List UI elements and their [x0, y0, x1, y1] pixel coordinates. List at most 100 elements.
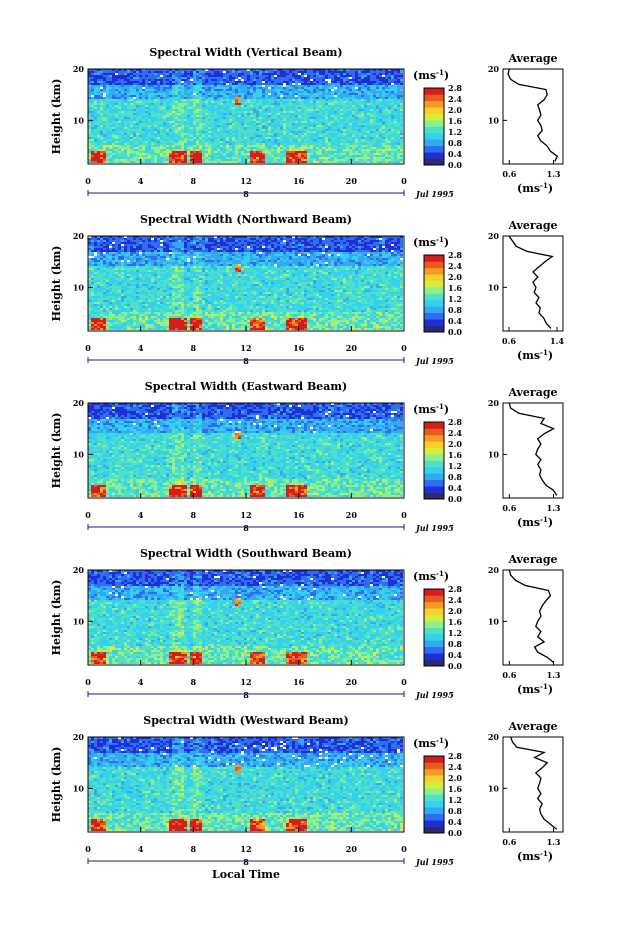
heatmap-cell [298, 99, 301, 101]
heatmap-cell [142, 139, 145, 141]
heatmap-cell [307, 71, 310, 73]
heatmap-cell [391, 103, 394, 105]
heatmap-cell [196, 151, 199, 153]
heatmap-cell [385, 147, 388, 149]
heatmap-cell [394, 125, 397, 127]
heatmap-cell [94, 119, 97, 121]
heatmap-cell [103, 145, 106, 147]
heatmap-cell [154, 77, 157, 79]
heatmap-cell [196, 91, 199, 93]
heatmap-cell [361, 119, 364, 121]
heatmap-cell [271, 119, 274, 121]
heatmap-cell [394, 159, 397, 161]
heatmap-cell [148, 75, 151, 77]
heatmap-cell [319, 129, 322, 131]
heatmap-cell [310, 73, 313, 75]
heatmap-cell [169, 93, 172, 95]
heatmap-cell [133, 135, 136, 137]
heatmap-cell [352, 121, 355, 123]
heatmap-cell [232, 73, 235, 75]
heatmap-cell [121, 79, 124, 81]
colorbar-swatch [424, 126, 444, 134]
heatmap-cell [112, 75, 115, 77]
heatmap-cell [358, 159, 361, 161]
heatmap-cell [301, 129, 304, 131]
heatmap-cell [115, 155, 118, 157]
heatmap-cell [172, 83, 175, 85]
heatmap-cell [202, 161, 205, 163]
heatmap-cell [208, 141, 211, 143]
heatmap-cell [124, 107, 127, 109]
heatmap-cell [127, 141, 130, 143]
heatmap-cell [361, 103, 364, 105]
heatmap-cell [286, 143, 289, 145]
heatmap-cell [220, 145, 223, 147]
heatmap-cell [127, 149, 130, 151]
heatmap-cell [331, 85, 334, 87]
heatmap-cell [379, 111, 382, 113]
heatmap-cell [175, 143, 178, 145]
heatmap-cell [322, 69, 325, 71]
heatmap-cell [142, 147, 145, 149]
heatmap-cell [223, 119, 226, 121]
heatmap-cell [298, 121, 301, 123]
heatmap-cell [253, 105, 256, 107]
heatmap-cell [211, 147, 214, 149]
heatmap-cell [397, 69, 400, 71]
heatmap-cell [247, 77, 250, 79]
heatmap-cell [223, 161, 226, 163]
heatmap-cell [205, 153, 208, 155]
heatmap-cell [400, 101, 403, 103]
heatmap-cell [385, 153, 388, 155]
heatmap-cell [343, 71, 346, 73]
heatmap-cell [340, 131, 343, 133]
heatmap-cell [385, 149, 388, 151]
heatmap-cell [277, 127, 280, 129]
heatmap-cell [220, 105, 223, 107]
heatmap-cell [322, 109, 325, 111]
heatmap-cell [301, 151, 304, 153]
heatmap-cell [343, 119, 346, 121]
heatmap-cell [271, 113, 274, 115]
heatmap-cell [364, 87, 367, 89]
heatmap-cell [217, 77, 220, 79]
heatmap-cell [220, 109, 223, 111]
heatmap-cell [268, 133, 271, 135]
heatmap-cell [358, 131, 361, 133]
heatmap-cell [127, 157, 130, 159]
heatmap-cell [367, 129, 370, 131]
heatmap-cell [292, 87, 295, 89]
heatmap-cell [262, 133, 265, 135]
heatmap-cell [226, 117, 229, 119]
heatmap-cell [244, 69, 247, 71]
heatmap-cell [358, 79, 361, 81]
heatmap-cell [286, 95, 289, 97]
heatmap-cell [172, 95, 175, 97]
heatmap-cell [160, 91, 163, 93]
heatmap-cell [250, 77, 253, 79]
heatmap-cell [127, 107, 130, 109]
heatmap-cell [205, 117, 208, 119]
heatmap-cell [205, 99, 208, 101]
heatmap-cell [136, 149, 139, 151]
heatmap-cell [118, 111, 121, 113]
heatmap-cell [127, 137, 130, 139]
heatmap-cell [232, 109, 235, 111]
heatmap-cell [322, 151, 325, 153]
heatmap-cell [109, 69, 112, 71]
heatmap-cell [244, 81, 247, 83]
heatmap-cell [127, 109, 130, 111]
heatmap-cell [115, 99, 118, 101]
heatmap-cell [154, 133, 157, 135]
heatmap-cell [304, 151, 307, 153]
heatmap-cell [241, 141, 244, 143]
heatmap-cell [169, 121, 172, 123]
heatmap-cell [322, 119, 325, 121]
heatmap-cell [274, 91, 277, 93]
heatmap-cell [100, 117, 103, 119]
heatmap-cell [217, 141, 220, 143]
heatmap-cell [121, 117, 124, 119]
heatmap-cell [325, 161, 328, 163]
heatmap-cell [280, 87, 283, 89]
heatmap-cell [364, 119, 367, 121]
